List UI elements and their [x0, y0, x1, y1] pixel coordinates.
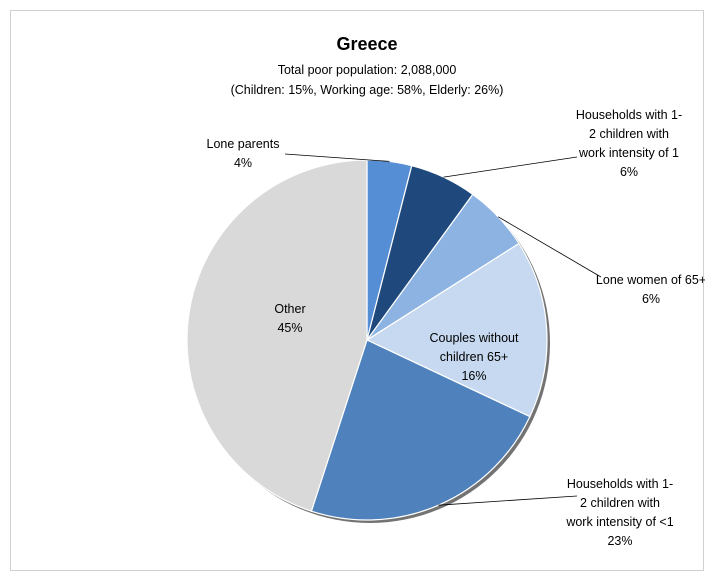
slice-label-1-line-2: work intensity of 1: [578, 146, 679, 160]
chart-subtitle-line-1: Total poor population: 2,088,000: [278, 63, 457, 77]
slice-labels: Lone parents 4% Households with 1- 2 childr…: [207, 108, 705, 548]
chart-canvas: Greece Total poor population: 2,088,000 …: [186, 34, 705, 548]
pie-slice-3: [365, 242, 548, 418]
slice-label-1-line-3: 6%: [620, 165, 638, 179]
slice-label-4-line-0: Households with 1-: [567, 477, 673, 491]
slice-label-3: Couples without children 65+ 16%: [430, 331, 519, 383]
leader-lines: [284, 153, 602, 506]
slice-label-2-line-0: Lone women of 65+: [596, 273, 705, 287]
slice-label-0-line-0: Lone parents: [207, 137, 280, 151]
chart-title: Greece: [336, 34, 397, 54]
slice-label-4-line-3: 23%: [607, 534, 632, 548]
slice-label-4-line-2: work intensity of <1: [565, 515, 673, 529]
slice-label-1-line-0: Households with 1-: [576, 108, 682, 122]
slice-label-4-line-1: 2 children with: [580, 496, 660, 510]
slice-label-2-line-1: 6%: [642, 292, 660, 306]
slice-label-5-line-1: 45%: [277, 321, 302, 335]
chart-subtitle-line-2: (Children: 15%, Working age: 58%, Elderl…: [231, 83, 504, 97]
pie-slice-5: [186, 159, 368, 512]
leader-line-1: [443, 156, 578, 178]
slice-label-0-line-1: 4%: [234, 156, 252, 170]
pie-slices: [186, 159, 550, 523]
slice-label-3-line-0: Couples without: [430, 331, 519, 345]
leader-line-0: [284, 153, 390, 162]
pie-slice-4: [310, 339, 531, 521]
slice-label-1: Households with 1- 2 children with work in…: [576, 108, 682, 179]
slice-label-4: Households with 1- 2 children with work in…: [565, 477, 673, 548]
slice-label-3-line-1: children 65+: [440, 350, 508, 364]
leader-line-2: [497, 216, 602, 278]
slice-label-3-line-2: 16%: [461, 369, 486, 383]
slice-label-5: Other 45%: [274, 302, 305, 335]
slice-label-1-line-1: 2 children with: [589, 127, 669, 141]
chart-frame: Greece Total poor population: 2,088,000 …: [10, 10, 705, 571]
leader-line-4: [438, 495, 578, 506]
slice-label-0: Lone parents 4%: [207, 137, 280, 170]
slice-label-5-line-0: Other: [274, 302, 305, 316]
slice-label-2: Lone women of 65+ 6%: [596, 273, 705, 306]
